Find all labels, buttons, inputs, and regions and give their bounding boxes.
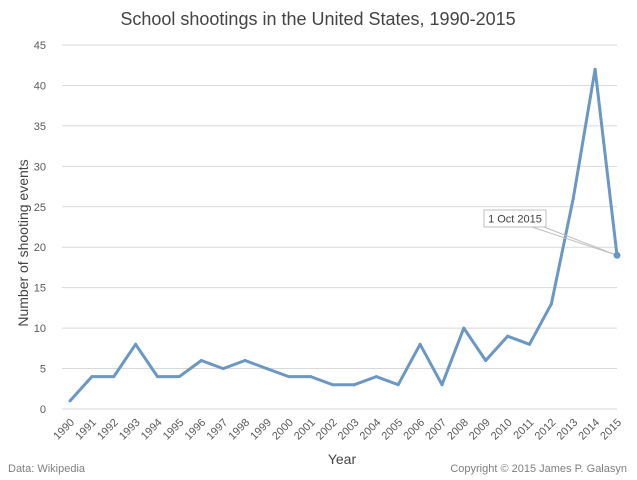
data-point [549, 302, 553, 306]
y-tick-label: 0 [40, 404, 46, 416]
data-point [134, 342, 138, 346]
x-tick-label: 2011 [511, 417, 536, 442]
x-tick-label: 1994 [139, 417, 165, 443]
x-tick-label: 2006 [401, 417, 427, 443]
annotation-label: 1 Oct 2015 [488, 214, 542, 226]
source-note: Data: Wikipedia [8, 463, 86, 475]
y-tick-label: 30 [34, 161, 46, 173]
series-line [68, 67, 619, 402]
x-axis-ticks: 1990199119921993199419951996199719981999… [51, 417, 624, 443]
x-tick-label: 2012 [533, 417, 559, 443]
data-point [68, 399, 72, 403]
y-tick-label: 35 [34, 121, 46, 133]
x-tick-label: 1992 [95, 417, 121, 443]
data-point [484, 358, 488, 362]
data-point [418, 342, 422, 346]
x-tick-label: 2004 [358, 417, 384, 443]
x-axis-label: Year [328, 451, 357, 467]
x-tick-label: 1990 [51, 417, 77, 443]
y-axis-ticks: 0 5 10 15 20 25 30 35 40 45 [34, 40, 46, 416]
x-tick-label: 1993 [117, 417, 143, 443]
x-tick-label: 2010 [489, 417, 515, 443]
data-point [265, 367, 269, 371]
y-tick-label: 15 [34, 283, 46, 295]
data-point [440, 383, 444, 387]
x-tick-label: 2008 [445, 417, 471, 443]
data-point [593, 67, 597, 71]
y-tick-label: 40 [34, 80, 46, 92]
x-tick-label: 1997 [204, 417, 230, 443]
data-point [374, 375, 378, 379]
x-tick-label: 2009 [467, 417, 493, 443]
data-point [506, 334, 510, 338]
y-tick-label: 45 [34, 40, 46, 52]
x-tick-label: 2003 [336, 417, 362, 443]
data-point [112, 375, 116, 379]
data-point [462, 326, 466, 330]
data-point [527, 342, 531, 346]
annotation-leader [531, 226, 618, 256]
x-tick-label: 2005 [380, 417, 406, 443]
x-tick-label: 2015 [598, 417, 624, 443]
annotation: 1 Oct 2015 [483, 209, 621, 259]
data-point [396, 383, 400, 387]
data-point [156, 375, 160, 379]
annotation-marker [613, 251, 621, 259]
annotation-leader [543, 226, 618, 256]
y-tick-label: 25 [34, 202, 46, 214]
y-axis-label: Number of shooting events [15, 159, 31, 326]
x-tick-label: 2001 [292, 417, 318, 443]
data-point [287, 375, 291, 379]
data-point [221, 367, 225, 371]
data-point [199, 358, 203, 362]
x-tick-label: 2007 [423, 417, 449, 443]
x-tick-label: 1998 [226, 417, 252, 443]
data-point [309, 375, 313, 379]
data-point [90, 375, 94, 379]
chart-title: School shootings in the United States, 1… [120, 9, 515, 29]
x-tick-label: 2014 [576, 417, 602, 443]
x-tick-label: 1999 [248, 417, 274, 443]
data-point [177, 375, 181, 379]
series [68, 67, 619, 403]
data-point [243, 358, 247, 362]
data-point [571, 197, 575, 201]
x-tick-label: 2013 [555, 417, 581, 443]
copyright-note: Copyright © 2015 James P. Galasyn [450, 463, 627, 475]
x-tick-label: 1996 [183, 417, 209, 443]
x-tick-label: 1995 [161, 417, 187, 443]
y-tick-label: 5 [40, 364, 46, 376]
y-tick-label: 20 [34, 242, 46, 254]
annotation-box [483, 209, 547, 228]
gridlines [62, 44, 617, 410]
y-tick-label: 10 [34, 323, 46, 335]
x-tick-label: 2002 [314, 417, 340, 443]
x-tick-label: 1991 [73, 417, 99, 443]
data-point [352, 383, 356, 387]
data-point [331, 383, 335, 387]
x-tick-label: 2000 [270, 417, 296, 443]
